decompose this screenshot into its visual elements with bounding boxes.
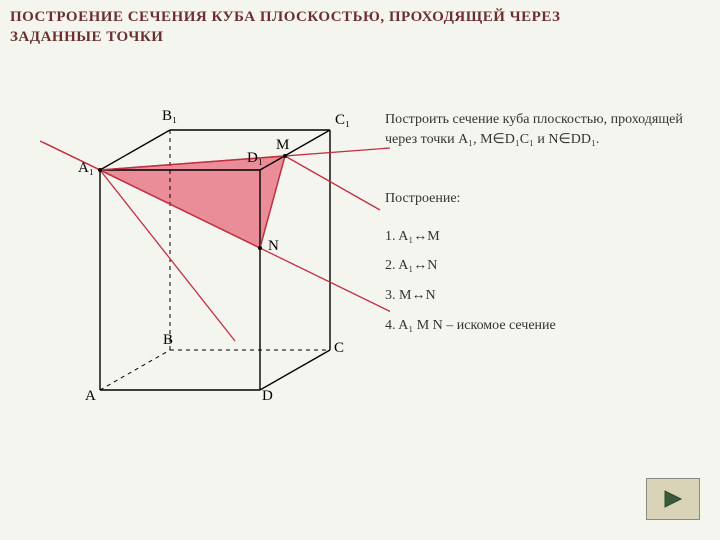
step-3: 3. M↔N xyxy=(385,286,705,306)
label-A1: A₁ xyxy=(78,160,94,177)
construction-title: Построение: xyxy=(385,189,705,209)
label-C: C xyxy=(334,340,344,357)
label-C1: C₁ xyxy=(335,112,350,129)
task-text: Построить сечение куба плоскостью, прохо… xyxy=(385,110,705,149)
cube-diagram: B₁ C₁ A₁ D₁ M N B C A D xyxy=(30,90,370,420)
label-D: D xyxy=(262,388,273,405)
label-A: A xyxy=(85,388,96,405)
text-column: Построить сечение куба плоскостью, прохо… xyxy=(385,110,705,345)
label-B: B xyxy=(163,332,173,349)
page-title: ПОСТРОЕНИЕ СЕЧЕНИЯ КУБА ПЛОСКОСТЬЮ, ПРОХ… xyxy=(10,8,650,47)
label-D1: D₁ xyxy=(247,150,263,167)
step-4: 4. A₁ M N – искомое сечение xyxy=(385,316,705,336)
arrow-right-icon xyxy=(659,485,687,513)
label-N: N xyxy=(268,238,279,255)
step-2: 2. A₁↔N xyxy=(385,256,705,276)
step-1: 1. A₁↔M xyxy=(385,227,705,247)
label-B1: B₁ xyxy=(162,108,177,125)
label-M: M xyxy=(276,137,289,154)
next-button[interactable] xyxy=(646,478,700,520)
